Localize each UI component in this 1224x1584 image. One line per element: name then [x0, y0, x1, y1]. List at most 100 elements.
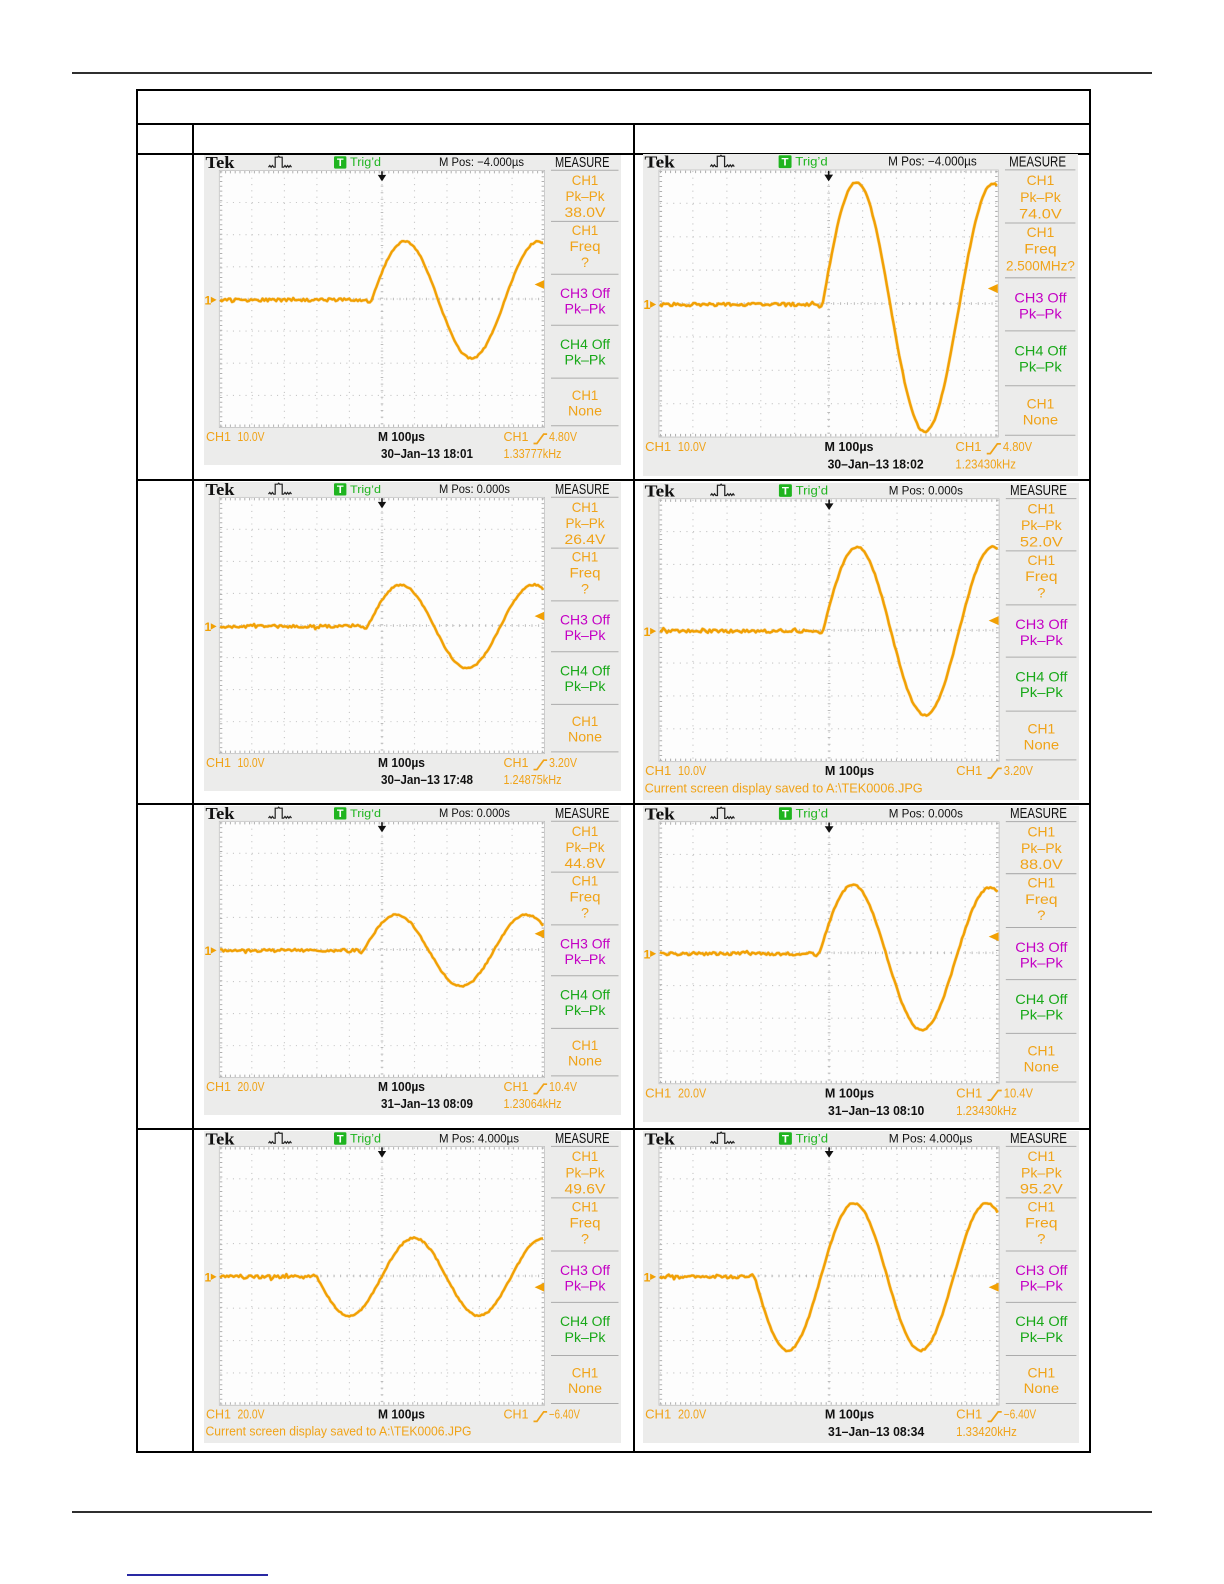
- svg-text:CH1: CH1: [206, 429, 231, 443]
- svg-text:CH3 Off: CH3 Off: [1014, 289, 1066, 305]
- svg-text:CH1: CH1: [1027, 1199, 1055, 1215]
- svg-text:Current screen display saved t: Current screen display saved to A:\TEK00…: [205, 1424, 471, 1438]
- svg-text:Trig’d: Trig’d: [795, 484, 827, 498]
- svg-text:M 100µs: M 100µs: [378, 1408, 425, 1422]
- svg-text:T: T: [336, 1133, 343, 1145]
- svg-text:Trig’d: Trig’d: [795, 154, 827, 168]
- svg-text:3.20V: 3.20V: [1003, 763, 1033, 778]
- svg-text:M 100µs: M 100µs: [824, 438, 873, 453]
- svg-text:20.0V: 20.0V: [237, 1080, 265, 1094]
- svg-text:10.4V: 10.4V: [549, 1080, 578, 1094]
- svg-text:Trig’d: Trig’d: [795, 807, 827, 821]
- svg-text:Tek: Tek: [205, 1131, 235, 1148]
- svg-text:CH1: CH1: [1027, 824, 1055, 840]
- svg-text:CH4 Off: CH4 Off: [1015, 1314, 1067, 1330]
- svg-text:Freq: Freq: [569, 566, 600, 581]
- svg-text:Tek: Tek: [644, 806, 675, 823]
- svg-text:CH1: CH1: [571, 1038, 598, 1053]
- svg-text:2.500MHz?: 2.500MHz?: [1006, 257, 1075, 273]
- svg-text:Freq: Freq: [1025, 891, 1057, 907]
- svg-text:CH1: CH1: [571, 1199, 598, 1214]
- svg-text:M Pos: 4.000µs: M Pos: 4.000µs: [888, 1131, 972, 1145]
- svg-text:Pk–Pk: Pk–Pk: [565, 189, 604, 204]
- svg-text:31–Jan–13 08:10: 31–Jan–13 08:10: [828, 1103, 924, 1118]
- svg-text:?: ?: [1037, 1231, 1046, 1247]
- svg-text:31–Jan–13 08:34: 31–Jan–13 08:34: [828, 1424, 925, 1439]
- svg-text:None: None: [568, 1054, 602, 1069]
- svg-text:M 100µs: M 100µs: [378, 429, 425, 443]
- svg-text:None: None: [1023, 1059, 1059, 1075]
- svg-text:Pk–Pk: Pk–Pk: [1019, 955, 1062, 971]
- svg-text:CH3 Off: CH3 Off: [560, 613, 610, 628]
- svg-text:CH1: CH1: [645, 1085, 671, 1100]
- svg-text:20.0V: 20.0V: [678, 1407, 707, 1422]
- svg-text:CH4 Off: CH4 Off: [1015, 669, 1067, 685]
- svg-text:Pk–Pk: Pk–Pk: [1020, 517, 1061, 533]
- svg-text:−6.40V: −6.40V: [1003, 1407, 1036, 1422]
- svg-text:CH4 Off: CH4 Off: [1015, 991, 1067, 1007]
- svg-text:?: ?: [581, 582, 589, 597]
- svg-text:Trig’d: Trig’d: [350, 157, 381, 169]
- svg-text:1.33777kHz: 1.33777kHz: [503, 447, 561, 461]
- svg-text:?: ?: [581, 255, 589, 270]
- svg-text:CH1: CH1: [645, 763, 671, 778]
- svg-text:Pk–Pk: Pk–Pk: [564, 628, 605, 643]
- svg-text:?: ?: [1037, 585, 1046, 601]
- svg-text:30–Jan–13 17:48: 30–Jan–13 17:48: [381, 773, 473, 787]
- svg-text:1.24875kHz: 1.24875kHz: [503, 773, 561, 787]
- svg-text:CH1: CH1: [571, 874, 598, 889]
- svg-text:CH1: CH1: [1026, 395, 1054, 411]
- svg-text:Trig’d: Trig’d: [350, 808, 381, 820]
- svg-text:−6.40V: −6.40V: [549, 1408, 580, 1422]
- svg-text:CH1: CH1: [206, 756, 231, 770]
- svg-text:Tek: Tek: [644, 483, 675, 500]
- svg-text:CH3 Off: CH3 Off: [1015, 1262, 1067, 1278]
- svg-text:M 100µs: M 100µs: [824, 1085, 873, 1100]
- svg-text:CH1: CH1: [1027, 501, 1055, 517]
- svg-text:T: T: [336, 808, 343, 820]
- svg-text:CH1: CH1: [571, 550, 598, 565]
- svg-text:CH1: CH1: [955, 438, 981, 453]
- svg-text:30–Jan–13 18:02: 30–Jan–13 18:02: [827, 456, 923, 471]
- svg-text:Pk–Pk: Pk–Pk: [564, 301, 605, 316]
- svg-text:Pk–Pk: Pk–Pk: [564, 352, 605, 367]
- svg-text:CH1: CH1: [1027, 552, 1055, 568]
- svg-text:1: 1: [643, 625, 650, 639]
- svg-text:49.6V: 49.6V: [564, 1181, 605, 1196]
- svg-text:CH1: CH1: [571, 824, 598, 839]
- svg-text:10.0V: 10.0V: [678, 763, 707, 778]
- svg-text:CH1: CH1: [503, 1408, 528, 1422]
- svg-text:CH1: CH1: [503, 1080, 528, 1094]
- svg-text:CH1: CH1: [571, 714, 598, 729]
- svg-text:CH3 Off: CH3 Off: [560, 286, 610, 301]
- svg-text:CH1: CH1: [571, 173, 598, 188]
- svg-text:38.0V: 38.0V: [564, 205, 605, 220]
- svg-text:None: None: [1023, 737, 1059, 753]
- svg-text:Freq: Freq: [1024, 240, 1056, 256]
- svg-text:Pk–Pk: Pk–Pk: [1019, 1329, 1062, 1345]
- svg-text:?: ?: [1037, 907, 1046, 923]
- svg-text:MEASURE: MEASURE: [1009, 806, 1066, 822]
- svg-text:Pk–Pk: Pk–Pk: [565, 840, 604, 855]
- svg-text:CH3 Off: CH3 Off: [560, 937, 610, 952]
- svg-text:T: T: [336, 157, 343, 169]
- svg-text:M Pos: 0.000s: M Pos: 0.000s: [439, 806, 510, 820]
- svg-text:CH4 Off: CH4 Off: [560, 1314, 610, 1329]
- svg-text:88.0V: 88.0V: [1019, 856, 1063, 872]
- svg-text:Freq: Freq: [569, 239, 600, 254]
- svg-text:CH3 Off: CH3 Off: [1015, 939, 1067, 955]
- svg-text:44.8V: 44.8V: [564, 856, 605, 871]
- svg-text:10.0V: 10.0V: [237, 429, 265, 443]
- svg-text:Pk–Pk: Pk–Pk: [1019, 632, 1062, 648]
- svg-text:Tek: Tek: [205, 482, 235, 499]
- svg-text:Pk–Pk: Pk–Pk: [565, 1165, 604, 1180]
- svg-text:CH1: CH1: [645, 438, 671, 453]
- svg-text:T: T: [781, 156, 788, 168]
- svg-text:T: T: [336, 484, 343, 496]
- svg-text:Pk–Pk: Pk–Pk: [564, 679, 605, 694]
- svg-text:CH1: CH1: [571, 388, 598, 403]
- svg-text:Pk–Pk: Pk–Pk: [564, 1330, 605, 1345]
- svg-text:95.2V: 95.2V: [1019, 1181, 1063, 1197]
- svg-text:1: 1: [204, 1270, 211, 1284]
- svg-text:CH1: CH1: [645, 1407, 671, 1422]
